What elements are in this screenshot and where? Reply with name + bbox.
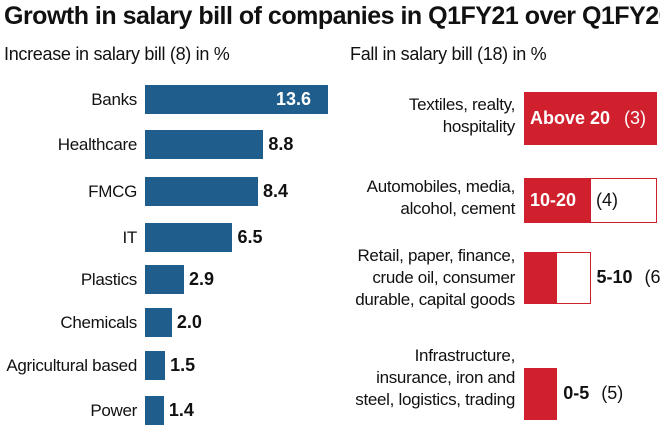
category-label-line: Automobiles, media, (366, 177, 516, 196)
left-subtitle: Increase in salary bill (8) in % (4, 44, 230, 64)
category-label-line: Textiles, realty, (408, 95, 515, 114)
category-label: Agricultural based (6, 356, 137, 375)
value-label: 8.4 (263, 181, 289, 201)
count-label: (6) (644, 267, 660, 287)
bar (145, 396, 164, 425)
bar (145, 177, 259, 206)
value-label: 2.9 (189, 269, 215, 289)
count-label: (5) (601, 383, 624, 403)
value-label: 6.5 (237, 227, 263, 247)
bar (145, 308, 172, 337)
bar (145, 265, 185, 294)
bar (145, 351, 166, 380)
category-label: Plastics (80, 270, 137, 289)
count-label: (4) (596, 189, 618, 210)
count-label: (3) (624, 107, 646, 128)
category-label-line: steel, logistics, trading (355, 390, 515, 409)
value-label: 13.6 (276, 89, 312, 109)
category-label: Healthcare (57, 135, 138, 154)
category-label: Chemicals (60, 313, 137, 332)
category-label-line: insurance, iron and (376, 368, 515, 387)
right-subtitle: Fall in salary bill (18) in % (350, 44, 547, 64)
bar (524, 92, 657, 145)
category-label: IT (122, 228, 137, 247)
bar (524, 178, 591, 223)
range-label: 5-10 (596, 267, 633, 287)
category-label-line: Retail, paper, finance, (357, 246, 515, 265)
range-label: 0-5 (563, 383, 590, 403)
value-label: 8.8 (268, 134, 294, 154)
value-label: 1.4 (168, 400, 194, 420)
range-label: Above 20 (530, 107, 611, 128)
chart-title: Growth in salary bill of companies in Q1… (4, 2, 660, 30)
category-label: Textiles, realty, hospitality (409, 94, 515, 138)
bar (524, 368, 558, 420)
bar (145, 85, 328, 114)
category-label-line: crude oil, consumer (372, 268, 515, 287)
category-label: Banks (91, 90, 137, 109)
category-label-line: hospitality (442, 117, 516, 136)
category-label-line: durable, capital goods (355, 290, 515, 309)
bar (145, 130, 264, 159)
category-label: Automobiles, media, alcohol, cement (366, 176, 516, 220)
value-label: 1.5 (170, 355, 196, 375)
category-label: FMCG (88, 182, 137, 201)
value-label: 2.0 (176, 312, 202, 332)
category-label-line: alcohol, cement (400, 199, 515, 218)
category-label: Infrastructure, insurance, iron and steel,… (355, 345, 515, 411)
category-label-line: Infrastructure, (414, 346, 516, 365)
range-label: 10-20 (530, 189, 577, 210)
category-label: Retail, paper, finance, crude oil, consum… (355, 245, 515, 311)
bar (145, 223, 233, 252)
category-label: Power (90, 401, 137, 420)
bar (524, 252, 558, 304)
